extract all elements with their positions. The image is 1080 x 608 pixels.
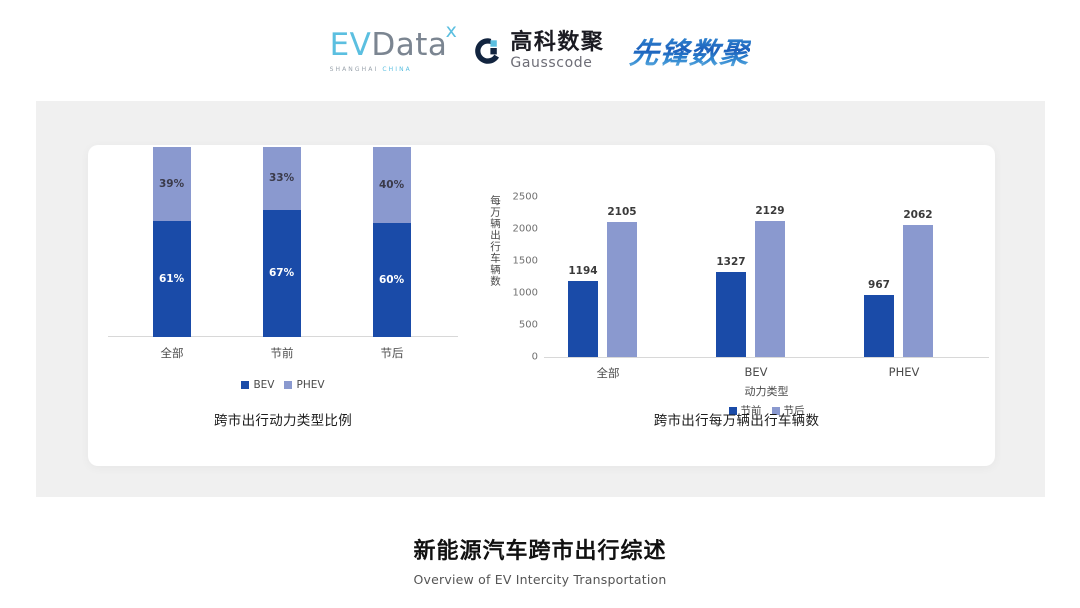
stacked-segment-phev[interactable]: 40% bbox=[373, 147, 411, 223]
evdata-tagline-shanghai: SHANGHAI bbox=[329, 65, 379, 73]
evdata-tagline-china: CHINA bbox=[382, 65, 412, 73]
legend-item-bev[interactable]: BEV bbox=[241, 379, 274, 391]
gausscode-name-cn: 高科数聚 bbox=[510, 30, 605, 55]
grouped-y-axis-title: 每万辆出行车辆数 bbox=[489, 195, 501, 287]
grouped-legend: 节前 节后 bbox=[544, 403, 989, 418]
xianfeng-logo: 先锋数聚 bbox=[628, 30, 752, 72]
charts-card: 39% 61% 全部 33% 67% 节前 bbox=[88, 145, 995, 466]
legend-label-phev: PHEV bbox=[296, 379, 325, 391]
stacked-segment-phev[interactable]: 39% bbox=[153, 147, 191, 222]
stacked-segment-label-bev: 61% bbox=[159, 273, 185, 286]
stacked-category-label: 节前 bbox=[270, 346, 294, 360]
legend-label-bev: BEV bbox=[253, 379, 275, 391]
stacked-segment-bev[interactable]: 61% bbox=[153, 221, 191, 337]
stacked-segment-bev[interactable]: 67% bbox=[263, 209, 301, 337]
stacked-segment-label-bev: 60% bbox=[379, 274, 405, 286]
xianfeng-name-cn: 先锋数聚 bbox=[628, 30, 752, 72]
evdata-wordmark: EVData x bbox=[329, 21, 457, 63]
grouped-bar-value-jieqian: 1327 bbox=[716, 256, 746, 269]
legend-swatch-bev bbox=[241, 381, 250, 389]
legend-swatch-jieqian bbox=[728, 406, 737, 415]
stacked-segment-bev[interactable]: 60% bbox=[373, 223, 411, 337]
grouped-y-tick: 2000 bbox=[512, 223, 538, 235]
legend-swatch-phev bbox=[284, 381, 293, 389]
gausscode-name-en: Gausscode bbox=[510, 55, 593, 71]
stacked-column-group[interactable]: 39% 61% bbox=[153, 147, 191, 337]
grouped-y-tick: 0 bbox=[531, 351, 538, 363]
legend-swatch-jiehou bbox=[771, 406, 780, 415]
evdata-wordmark-ev: EV bbox=[329, 26, 372, 63]
logo-bar: EVData x SHANGHAI CHINA 高科数聚 Gausscode 先… bbox=[0, 21, 1080, 80]
grouped-bar-value-jiehou: 2062 bbox=[903, 209, 933, 221]
grouped-category-label: PHEV bbox=[888, 365, 920, 379]
grouped-bar-jiehou[interactable]: 2105 bbox=[607, 206, 637, 357]
legend-item-jieqian[interactable]: 节前 bbox=[728, 403, 762, 418]
legend-item-phev[interactable]: PHEV bbox=[284, 379, 325, 391]
gausscode-logo: 高科数聚 Gausscode bbox=[473, 32, 604, 70]
legend-label-jieqian: 节前 bbox=[740, 405, 762, 417]
chart-stacked-powertrain-share: 39% 61% 全部 33% 67% 节前 bbox=[88, 145, 478, 466]
stacked-segment-label-phev: 33% bbox=[269, 172, 295, 185]
gausscode-wordmark: 高科数聚 Gausscode bbox=[510, 30, 605, 71]
legend-item-jiehou[interactable]: 节后 bbox=[771, 403, 805, 418]
grouped-bar-jiehou[interactable]: 2129 bbox=[755, 205, 785, 357]
charts-row: 39% 61% 全部 33% 67% 节前 bbox=[88, 145, 995, 466]
page-title: 新能源汽车跨市出行综述 bbox=[413, 539, 667, 564]
stacked-segment-label-phev: 40% bbox=[379, 179, 405, 191]
stacked-segment-phev[interactable]: 33% bbox=[263, 147, 301, 210]
stacked-segment-label-bev: 67% bbox=[269, 267, 295, 280]
evdata-logo: EVData x SHANGHAI CHINA bbox=[329, 21, 457, 73]
grouped-bar-jieqian[interactable]: 1194 bbox=[568, 265, 598, 357]
grouped-bar-jieqian[interactable]: 1327 bbox=[716, 256, 746, 357]
page-subtitle: Overview of EV Intercity Transportation bbox=[413, 572, 667, 587]
stacked-column-group[interactable]: 33% 67% bbox=[263, 147, 301, 337]
gausscode-c-mark-icon bbox=[473, 36, 503, 66]
grouped-bar-jiehou[interactable]: 2062 bbox=[903, 209, 933, 357]
legend-label-jiehou: 节后 bbox=[783, 405, 805, 417]
grouped-category-label: BEV bbox=[744, 365, 768, 379]
chart-grouped-trips-per-10k: 每万辆出行车辆数 0 500 1000 1500 2000 2500 1194 bbox=[478, 145, 995, 466]
stacked-category-label: 全部 bbox=[160, 346, 184, 360]
chart-caption-left: 跨市出行动力类型比例 bbox=[214, 413, 352, 429]
grouped-x-axis-line bbox=[544, 357, 989, 358]
evdata-wordmark-data: Data bbox=[371, 26, 448, 63]
stacked-plot-area: 39% 61% 全部 33% 67% 节前 bbox=[108, 147, 458, 467]
stacked-column-group[interactable]: 40% 60% bbox=[373, 147, 411, 337]
grouped-x-axis-title: 动力类型 bbox=[744, 385, 789, 398]
chart-caption-right: 跨市出行每万辆出行车辆数 bbox=[653, 413, 820, 429]
grouped-category-label: 全部 bbox=[596, 366, 620, 380]
grouped-plot-area: 每万辆出行车辆数 0 500 1000 1500 2000 2500 1194 bbox=[478, 167, 995, 467]
grouped-bars-container: 1194 2105 1327 2129 967 bbox=[544, 197, 989, 357]
grouped-bar-value-jieqian: 967 bbox=[868, 279, 890, 292]
grouped-y-tick: 2500 bbox=[512, 191, 538, 203]
grouped-y-tick: 1000 bbox=[512, 287, 538, 299]
stacked-category-label: 节后 bbox=[380, 346, 404, 360]
grouped-bar-value-jieqian: 1194 bbox=[568, 264, 598, 277]
grouped-bar-value-jiehou: 2105 bbox=[607, 206, 637, 219]
evdata-tagline: SHANGHAI CHINA bbox=[330, 66, 412, 73]
grouped-y-tick: 1500 bbox=[512, 255, 538, 267]
grouped-y-tick: 500 bbox=[518, 319, 538, 331]
stacked-segment-label-phev: 39% bbox=[159, 178, 185, 191]
grouped-bar-value-jiehou: 2129 bbox=[755, 204, 785, 217]
stacked-legend: BEV PHEV bbox=[108, 379, 458, 391]
slide-footer: 新能源汽车跨市出行综述 Overview of EV Intercity Tra… bbox=[0, 533, 1080, 587]
evdata-x-superscript-icon: x bbox=[445, 19, 458, 42]
grouped-bar-jieqian[interactable]: 967 bbox=[864, 279, 894, 357]
